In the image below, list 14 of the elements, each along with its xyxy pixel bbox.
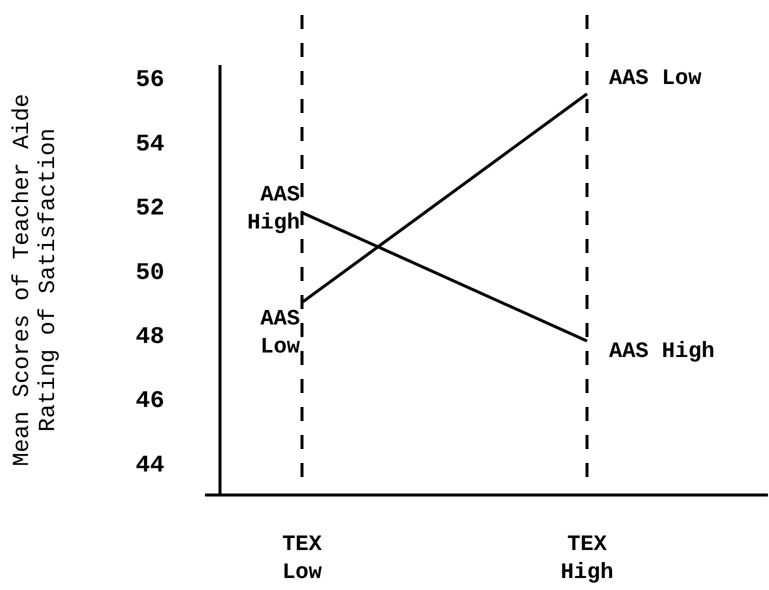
series-label: AAS High — [247, 182, 300, 236]
y-tick-label: 48 — [136, 324, 164, 351]
y-tick-label: 44 — [136, 452, 164, 480]
text: AAS High — [609, 338, 715, 364]
y-axis-title: Mean Scores of Teacher Aide Rating of Satisfaction — [9, 94, 61, 466]
y-tick-label: 54 — [136, 131, 164, 158]
y-tick-label: 46 — [136, 388, 164, 416]
series-label: AAS Low — [260, 306, 301, 360]
y-tick-label: 50 — [136, 260, 164, 287]
x-tick-label: TEX Low — [282, 532, 323, 585]
x-tick-label: TEX High — [560, 532, 614, 585]
y-tick-label: 56 — [136, 67, 164, 94]
text: AAS Low — [609, 66, 702, 91]
y-tick-label: 52 — [136, 196, 164, 223]
